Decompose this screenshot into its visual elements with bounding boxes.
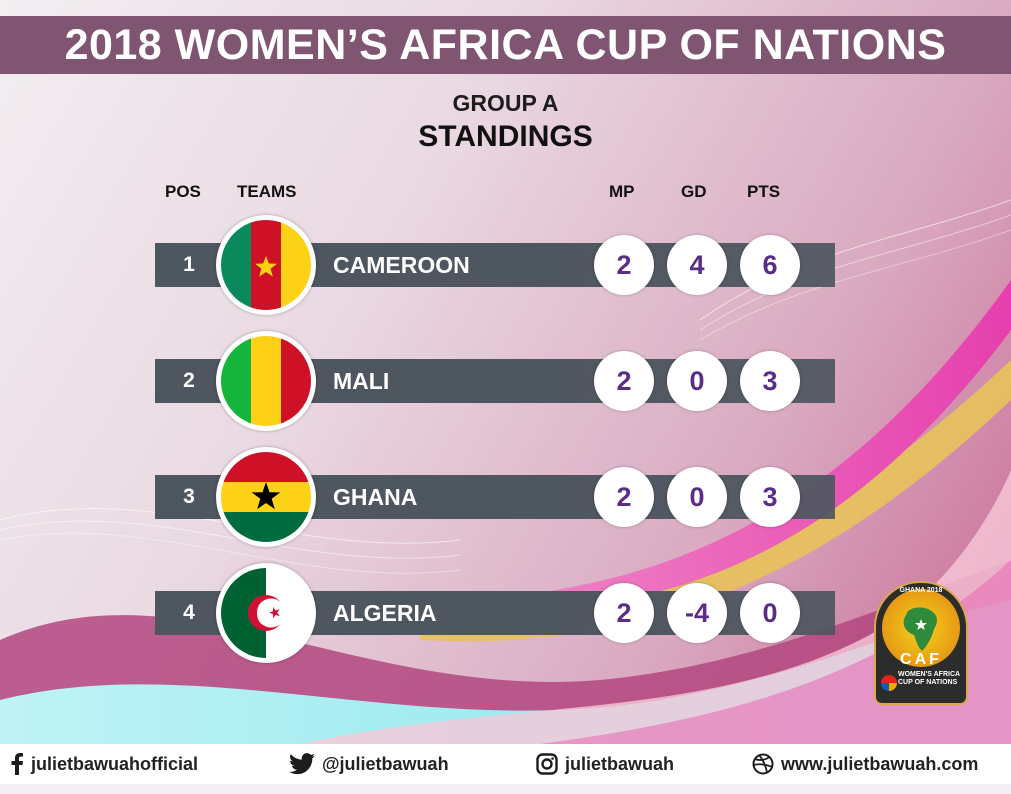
column-header-gd: GD bbox=[681, 182, 707, 201]
position: 2 bbox=[183, 369, 195, 392]
matches-played: 2 bbox=[594, 351, 654, 411]
position: 1 bbox=[183, 253, 195, 276]
mali-flag-icon bbox=[216, 331, 316, 431]
team-name: MALI bbox=[333, 367, 390, 394]
instagram-link[interactable]: julietbawuah bbox=[536, 744, 674, 784]
twitter-link[interactable]: @julietbawuah bbox=[289, 744, 449, 784]
instagram-icon bbox=[536, 753, 558, 775]
page-title: 2018 WOMEN’S AFRICA CUP OF NATIONS bbox=[64, 20, 947, 69]
title-bar: 2018 WOMEN’S AFRICA CUP OF NATIONS bbox=[0, 16, 1011, 74]
team-name: ALGERIA bbox=[333, 599, 437, 626]
total-sponsor-icon bbox=[881, 675, 897, 691]
logo-subtitle: WOMEN'S AFRICA CUP OF NATIONS bbox=[898, 671, 960, 686]
website-url: www.julietbawuah.com bbox=[781, 753, 979, 774]
goal-difference: 0 bbox=[667, 467, 727, 527]
column-header-pts: PTS bbox=[747, 182, 781, 201]
logo-org-text: CAF bbox=[900, 651, 942, 668]
group-label: GROUP A bbox=[452, 90, 559, 116]
footer: julietbawuahofficial @julietbawuah julie… bbox=[0, 744, 1011, 784]
points: 0 bbox=[740, 583, 800, 643]
ghana-flag-icon bbox=[216, 447, 316, 547]
goal-difference: 4 bbox=[667, 235, 727, 295]
standings-label: STANDINGS bbox=[418, 120, 593, 153]
website-link[interactable]: www.julietbawuah.com bbox=[752, 744, 978, 784]
twitter-icon bbox=[289, 753, 315, 775]
points: 6 bbox=[740, 235, 800, 295]
column-header-mp: MP bbox=[609, 182, 635, 201]
standings-row: 4 ALGERIA 2 -4 0 bbox=[0, 563, 1011, 663]
team-name: GHANA bbox=[333, 483, 418, 510]
facebook-icon bbox=[11, 753, 23, 775]
logo-africa-emblem bbox=[882, 589, 960, 667]
matches-played: 2 bbox=[594, 235, 654, 295]
position: 4 bbox=[183, 601, 195, 624]
cameroon-flag-icon bbox=[216, 215, 316, 315]
facebook-handle: julietbawuahofficial bbox=[31, 753, 199, 774]
footer-bottom-strip bbox=[0, 784, 1011, 794]
instagram-handle: julietbawuah bbox=[565, 753, 675, 774]
goal-difference: 0 bbox=[667, 351, 727, 411]
matches-played: 2 bbox=[594, 583, 654, 643]
points: 3 bbox=[740, 351, 800, 411]
team-name: CAMEROON bbox=[333, 251, 470, 278]
standings-row: 1 CAMEROON 2 4 6 bbox=[0, 215, 1011, 315]
column-header-pos: POS bbox=[165, 182, 201, 201]
column-header-teams: TEAMS bbox=[237, 182, 297, 201]
standings-row: 3 GHANA 2 0 3 bbox=[0, 447, 1011, 547]
goal-difference: -4 bbox=[667, 583, 727, 643]
algeria-flag-icon bbox=[216, 563, 316, 663]
position: 3 bbox=[183, 485, 195, 508]
twitter-handle: @julietbawuah bbox=[322, 753, 449, 774]
logo-top-text: GHANA 2018 bbox=[899, 587, 943, 594]
dribbble-icon bbox=[752, 753, 774, 775]
points: 3 bbox=[740, 467, 800, 527]
standings-row: 2 MALI 2 0 3 bbox=[0, 331, 1011, 431]
caf-womens-afcon-logo: GHANA 2018 CAF WOMEN'S AFRICA CUP OF NAT… bbox=[874, 581, 968, 705]
matches-played: 2 bbox=[594, 467, 654, 527]
facebook-link[interactable]: julietbawuahofficial bbox=[10, 744, 198, 784]
